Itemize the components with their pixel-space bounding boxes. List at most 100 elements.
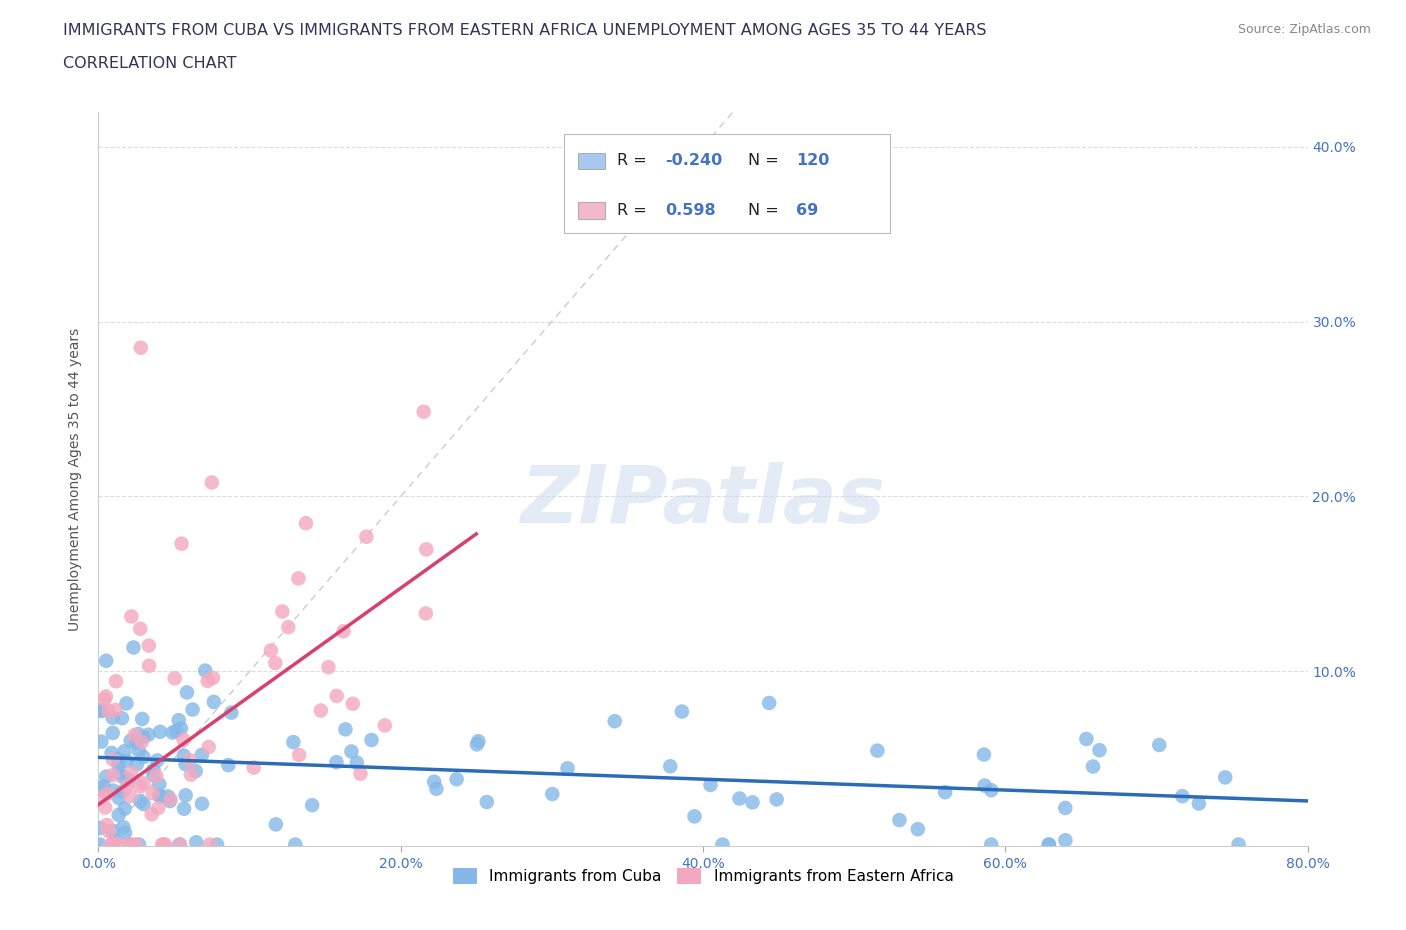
Point [101,725,124,740]
Point [356,529,378,544]
Point [90,704,112,719]
Point [129,340,152,355]
Point [153,837,176,852]
Point [121,837,143,852]
Point [671,704,693,719]
Point [446,772,468,787]
Point [288,748,311,763]
Point [136,727,159,742]
Point [90,734,112,749]
Point [132,776,155,790]
Point [148,801,170,816]
Point [115,696,138,711]
Point [124,837,146,852]
Point [156,789,179,804]
Point [1038,837,1060,852]
Point [165,724,187,738]
Point [104,702,127,717]
Point [148,788,170,803]
Point [1188,796,1211,811]
Point [465,737,488,751]
Point [934,785,956,800]
Point [973,747,995,762]
Point [128,743,150,758]
Point [728,791,751,806]
Point [125,736,148,751]
Point [132,729,155,744]
Point [129,793,152,808]
Point [125,757,148,772]
Point [711,837,734,852]
Point [467,734,489,749]
Point [159,792,181,807]
Point [412,405,434,419]
Point [101,752,124,767]
Point [94,689,117,704]
Point [89,703,111,718]
Text: N =: N = [748,203,783,218]
Point [277,619,299,634]
Point [202,695,225,710]
Point [1227,837,1250,852]
Point [1149,737,1171,752]
Point [603,713,626,728]
Point [97,703,120,718]
Point [114,825,136,840]
Point [120,609,142,624]
Point [415,606,437,621]
Point [198,837,221,852]
Point [342,697,364,711]
Point [112,820,135,835]
Point [167,712,190,727]
Point [169,837,191,852]
Point [191,748,214,763]
Point [118,837,141,852]
Point [96,654,118,669]
Point [1171,789,1194,804]
Point [201,475,224,490]
Point [1054,801,1077,816]
Point [107,807,129,822]
Point [150,789,173,804]
Point [103,837,125,852]
Point [149,724,172,739]
FancyBboxPatch shape [578,153,605,169]
Point [186,835,208,850]
Point [159,793,181,808]
Point [129,779,152,794]
Text: -0.240: -0.240 [665,153,723,168]
Point [145,768,167,783]
Point [659,759,682,774]
Point [100,746,122,761]
Point [118,773,141,788]
Point [115,753,138,768]
Point [271,604,294,619]
Point [94,800,117,815]
Point [108,837,131,852]
Point [264,656,287,671]
Point [242,760,264,775]
Point [114,802,136,817]
Point [425,781,447,796]
Point [120,734,142,749]
Point [127,726,149,741]
Point [374,718,396,733]
Point [150,837,173,852]
Text: IMMIGRANTS FROM CUBA VS IMMIGRANTS FROM EASTERN AFRICA UNEMPLOYMENT AMONG AGES 3: IMMIGRANTS FROM CUBA VS IMMIGRANTS FROM … [63,23,987,38]
Point [557,761,579,776]
Point [325,755,347,770]
Point [1076,732,1098,747]
Point [138,658,160,673]
Point [184,764,207,778]
Point [1213,770,1236,785]
Point [131,711,153,726]
Point [866,743,889,758]
Point [283,735,305,750]
Point [741,795,763,810]
Text: Source: ZipAtlas.com: Source: ZipAtlas.com [1237,23,1371,36]
Point [284,837,307,852]
Point [93,692,115,707]
Point [980,783,1002,798]
Point [217,758,239,773]
Point [152,837,174,852]
